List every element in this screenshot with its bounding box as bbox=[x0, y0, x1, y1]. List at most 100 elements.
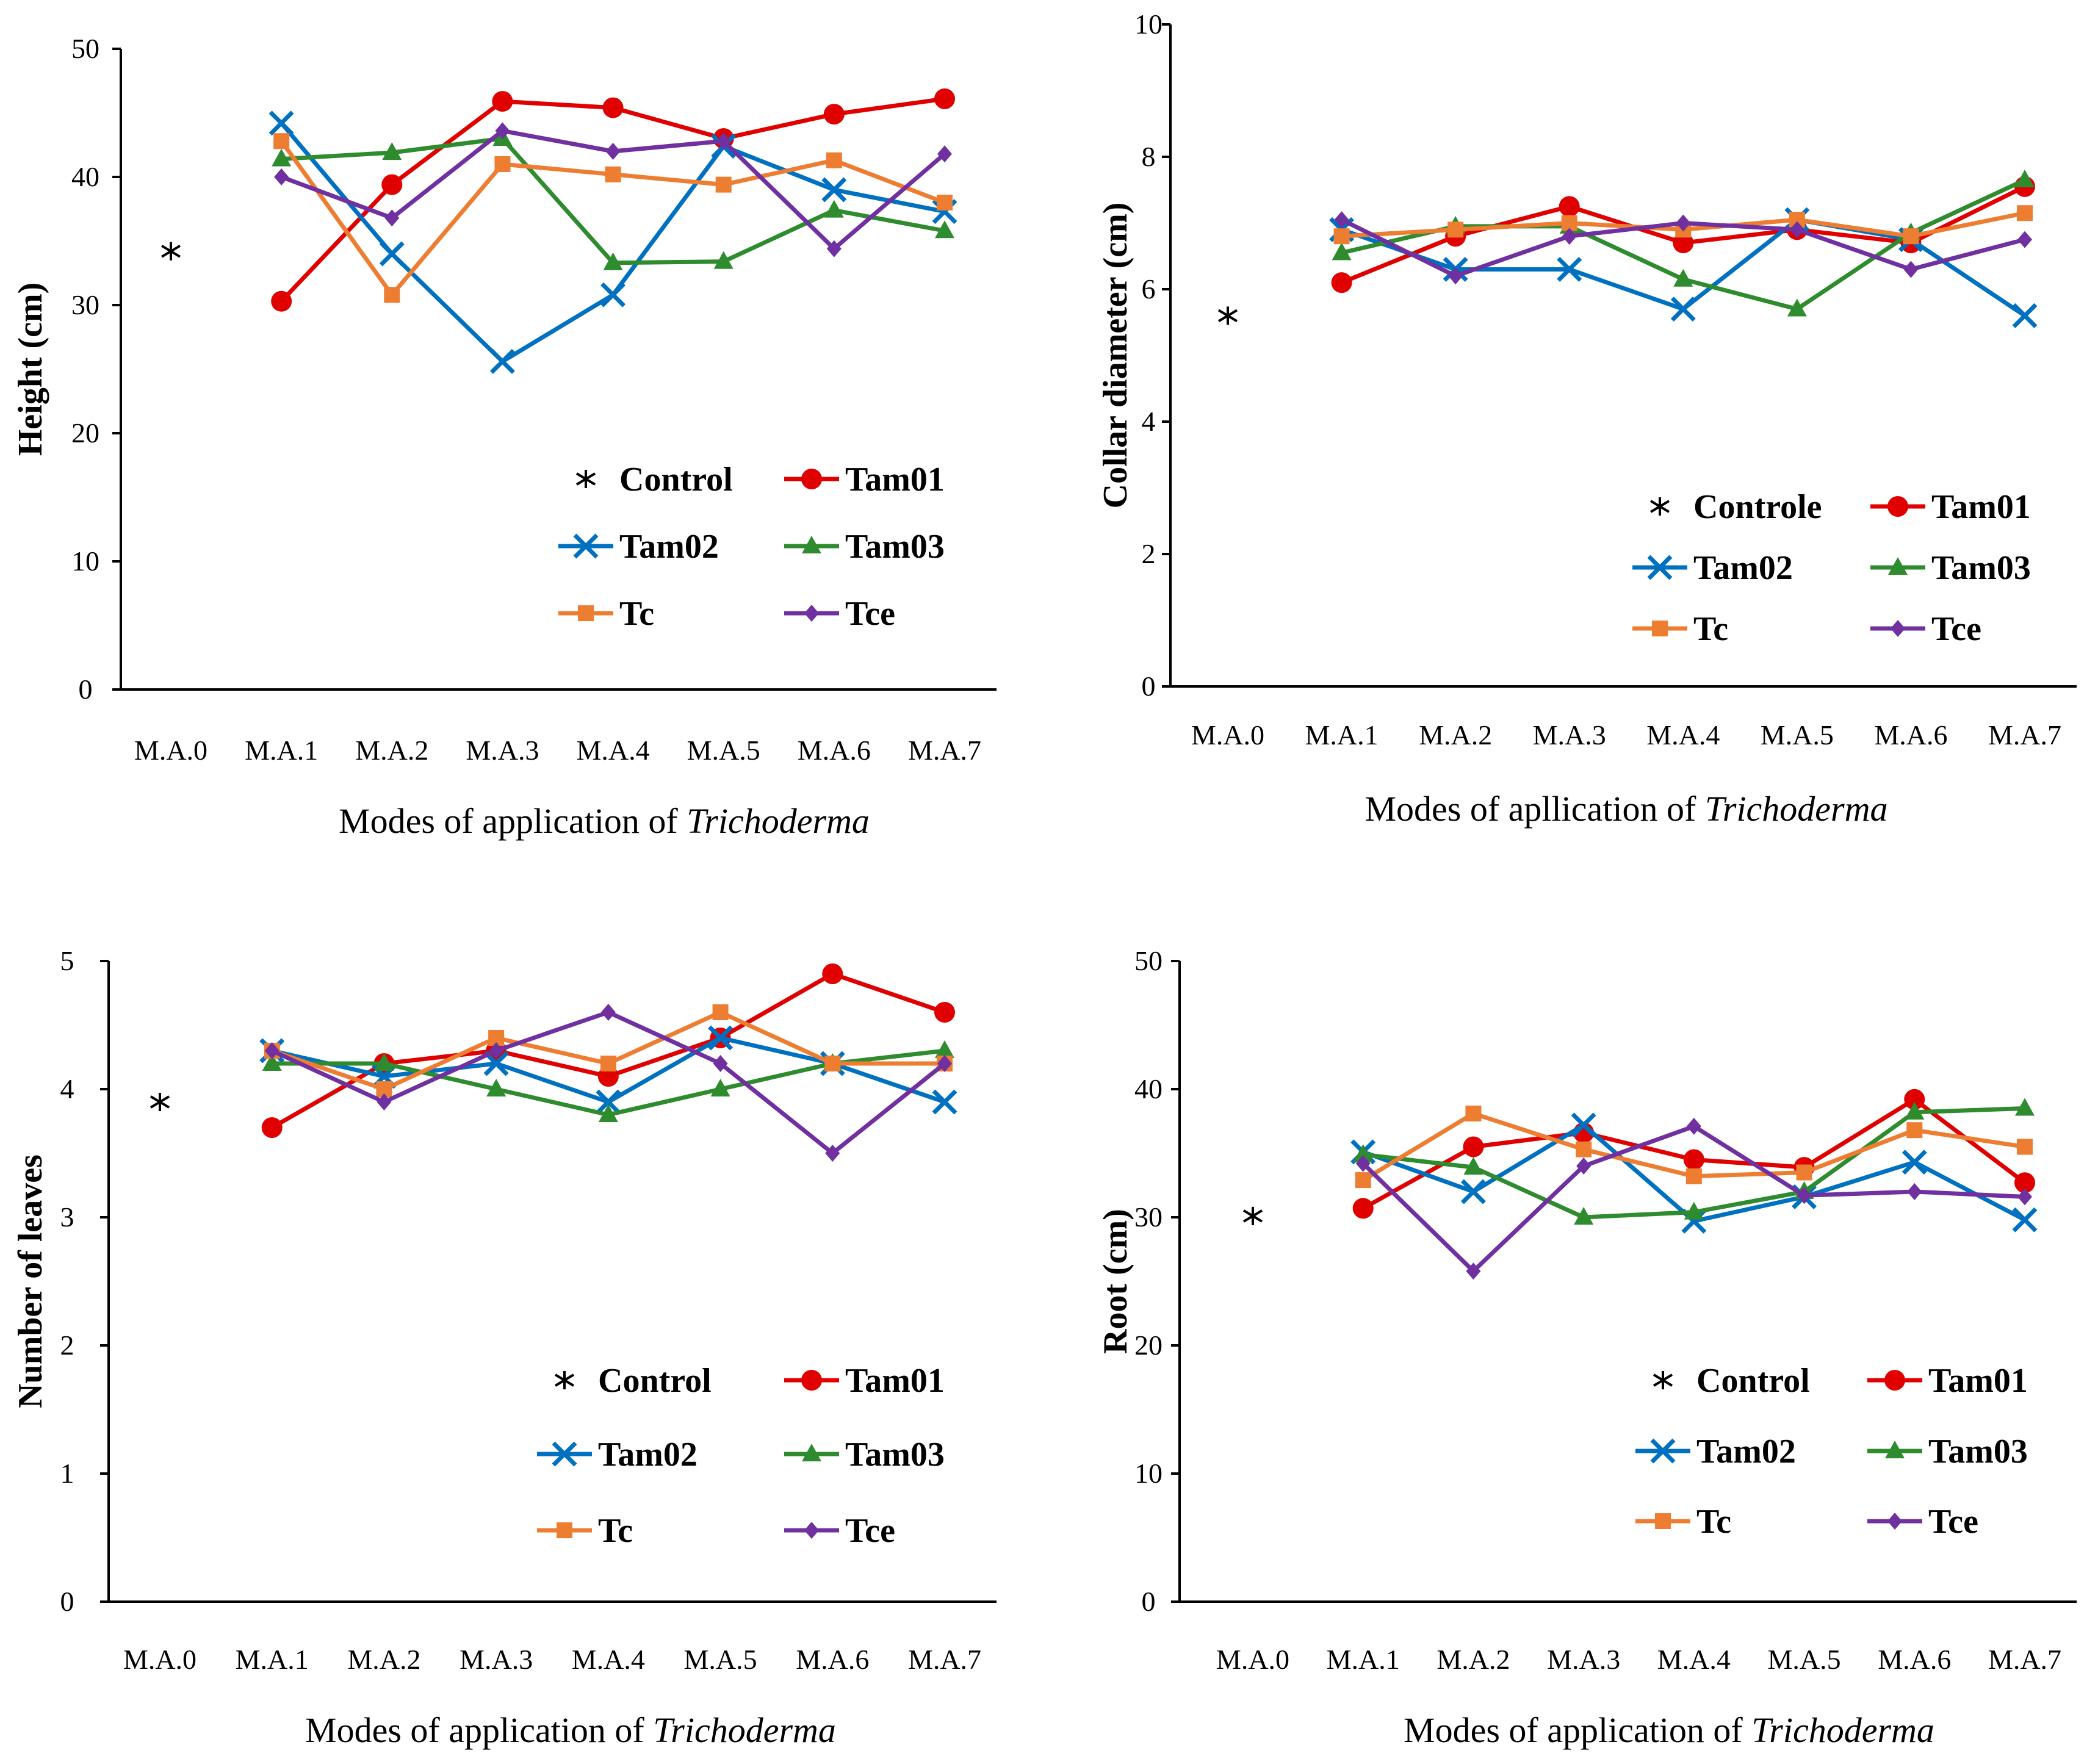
series-tce bbox=[1355, 1117, 2032, 1280]
y-tick-label: 6 bbox=[1142, 273, 1156, 304]
x-axis-title-italic: Trichoderma bbox=[687, 801, 870, 841]
legend-label: Tam03 bbox=[1928, 1433, 2028, 1471]
data-point-tc bbox=[600, 1056, 616, 1071]
x-tick-label: M.A.4 bbox=[1646, 719, 1720, 751]
legend-label: Control bbox=[598, 1362, 712, 1400]
series-line-tce bbox=[1361, 1124, 2025, 1273]
legend-entry-tc: Tc bbox=[558, 595, 654, 633]
data-point-tam01 bbox=[1331, 272, 1352, 293]
x-tick-label: M.A.1 bbox=[236, 1644, 309, 1675]
data-point-tam01 bbox=[261, 1117, 283, 1138]
x-axis-title-text: Modes of apllication of bbox=[1364, 789, 1704, 829]
y-tick-label: 10 bbox=[1134, 1458, 1163, 1489]
data-point-tam02 bbox=[821, 177, 847, 203]
data-point-tce bbox=[826, 240, 842, 257]
legend: Control Tam01 Tam02 Tam03 Tc Tce bbox=[558, 461, 945, 633]
x-axis-title-text: Modes of application of bbox=[339, 801, 687, 841]
x-tick-label: M.A.3 bbox=[1547, 1644, 1620, 1675]
data-point-tam01 bbox=[602, 97, 624, 118]
data-point-tc bbox=[824, 1056, 841, 1071]
data-point-tam03 bbox=[1332, 242, 1352, 261]
legend-entry-tam01: Tam01 bbox=[1870, 488, 2031, 526]
data-point-tam01 bbox=[492, 91, 513, 112]
legend-label: Tam02 bbox=[619, 528, 719, 566]
data-point-tam01 bbox=[822, 963, 843, 984]
legend-marker bbox=[804, 1522, 819, 1539]
x-tick-label: M.A.0 bbox=[123, 1644, 196, 1675]
series-tc bbox=[264, 1004, 953, 1097]
legend-marker bbox=[802, 1444, 821, 1461]
data-point-tc bbox=[826, 152, 842, 168]
y-axis-title: Number of leaves bbox=[12, 1154, 49, 1408]
data-point-tam03 bbox=[710, 1079, 730, 1096]
legend-entry-tam03: Tam03 bbox=[784, 528, 945, 566]
data-point-tam03 bbox=[1574, 1207, 1594, 1225]
data-point-tc bbox=[1447, 221, 1464, 238]
legend-label: Tam03 bbox=[1931, 549, 2031, 587]
legend-label: Tam03 bbox=[845, 528, 945, 566]
data-point-tce bbox=[713, 1055, 728, 1072]
x-tick-label: M.A.1 bbox=[1327, 1644, 1400, 1675]
data-point-tce bbox=[489, 1042, 504, 1059]
data-point-tam01 bbox=[271, 290, 292, 312]
series-tam01 bbox=[1352, 1089, 2035, 1219]
y-tick-label: 10 bbox=[1134, 9, 1163, 40]
data-point-tce bbox=[264, 1042, 279, 1059]
data-point-tam03 bbox=[272, 148, 292, 167]
data-point-tam03 bbox=[603, 252, 623, 270]
legend-entry-control: Control bbox=[1653, 1362, 1810, 1400]
x-tick-label: M.A.3 bbox=[460, 1644, 533, 1675]
x-axis-title: Modes of apllication of Trichoderma bbox=[1364, 789, 1887, 829]
legend: Control Tam01 Tam02 Tam03 Tc Tce bbox=[1635, 1362, 2028, 1541]
data-point-tam02 bbox=[932, 1089, 957, 1115]
data-point-tam03 bbox=[713, 251, 734, 269]
y-tick-label: 10 bbox=[71, 545, 99, 577]
data-point-tam01 bbox=[1683, 1149, 1704, 1170]
data-point-tam01 bbox=[1559, 196, 1580, 217]
data-point-tam03 bbox=[1673, 268, 1693, 287]
data-point-tce bbox=[937, 145, 952, 163]
data-point-tc bbox=[384, 287, 400, 303]
y-tick-label: 8 bbox=[1142, 141, 1156, 172]
data-point-control bbox=[160, 242, 181, 261]
data-point-tam03 bbox=[1787, 298, 1807, 317]
legend-entry-control: Control bbox=[554, 1362, 712, 1400]
data-point-tam03 bbox=[824, 200, 844, 218]
legend-marker bbox=[552, 1441, 577, 1467]
legend-label: Tam02 bbox=[598, 1436, 698, 1474]
x-tick-label: M.A.5 bbox=[684, 1644, 757, 1675]
legend-label: Tam01 bbox=[1931, 488, 2031, 526]
series-tce bbox=[1334, 211, 2032, 285]
data-point-tc bbox=[715, 176, 732, 193]
data-point-tam02 bbox=[2012, 303, 2038, 328]
x-tick-label: M.A.0 bbox=[1191, 719, 1264, 751]
x-tick-label: M.A.7 bbox=[908, 1644, 981, 1675]
data-point-tce bbox=[1903, 261, 1919, 278]
data-point-control bbox=[1217, 306, 1238, 325]
data-point-tam01 bbox=[381, 174, 403, 195]
data-point-tam02 bbox=[379, 241, 405, 267]
legend-entry-tam01: Tam01 bbox=[784, 461, 945, 499]
data-point-tam02 bbox=[489, 348, 515, 374]
legend-marker bbox=[1652, 621, 1668, 636]
legend-entry-control: Control bbox=[575, 461, 733, 499]
series-tc bbox=[273, 133, 953, 303]
y-tick-label: 1 bbox=[60, 1458, 74, 1489]
data-point-tam02 bbox=[1670, 297, 1696, 322]
data-point-tc bbox=[937, 195, 953, 211]
series-tce bbox=[274, 122, 952, 257]
x-tick-label: M.A.5 bbox=[687, 735, 760, 766]
legend-marker bbox=[575, 470, 596, 488]
series-line-tc bbox=[279, 140, 946, 297]
data-point-tam01 bbox=[1673, 232, 1694, 254]
legend-entry-tc: Tc bbox=[537, 1512, 633, 1550]
legend-entry-tce: Tce bbox=[784, 1512, 895, 1550]
legend-entry-tam03: Tam03 bbox=[784, 1436, 945, 1474]
legend-marker bbox=[1653, 1371, 1673, 1389]
legend-marker bbox=[1888, 557, 1908, 575]
legend-label: Tam01 bbox=[845, 461, 945, 499]
series-tc bbox=[1355, 1105, 2033, 1189]
data-point-tam03 bbox=[1684, 1201, 1704, 1220]
legend-marker bbox=[578, 605, 594, 621]
legend-entry-tce: Tce bbox=[1870, 610, 1981, 648]
